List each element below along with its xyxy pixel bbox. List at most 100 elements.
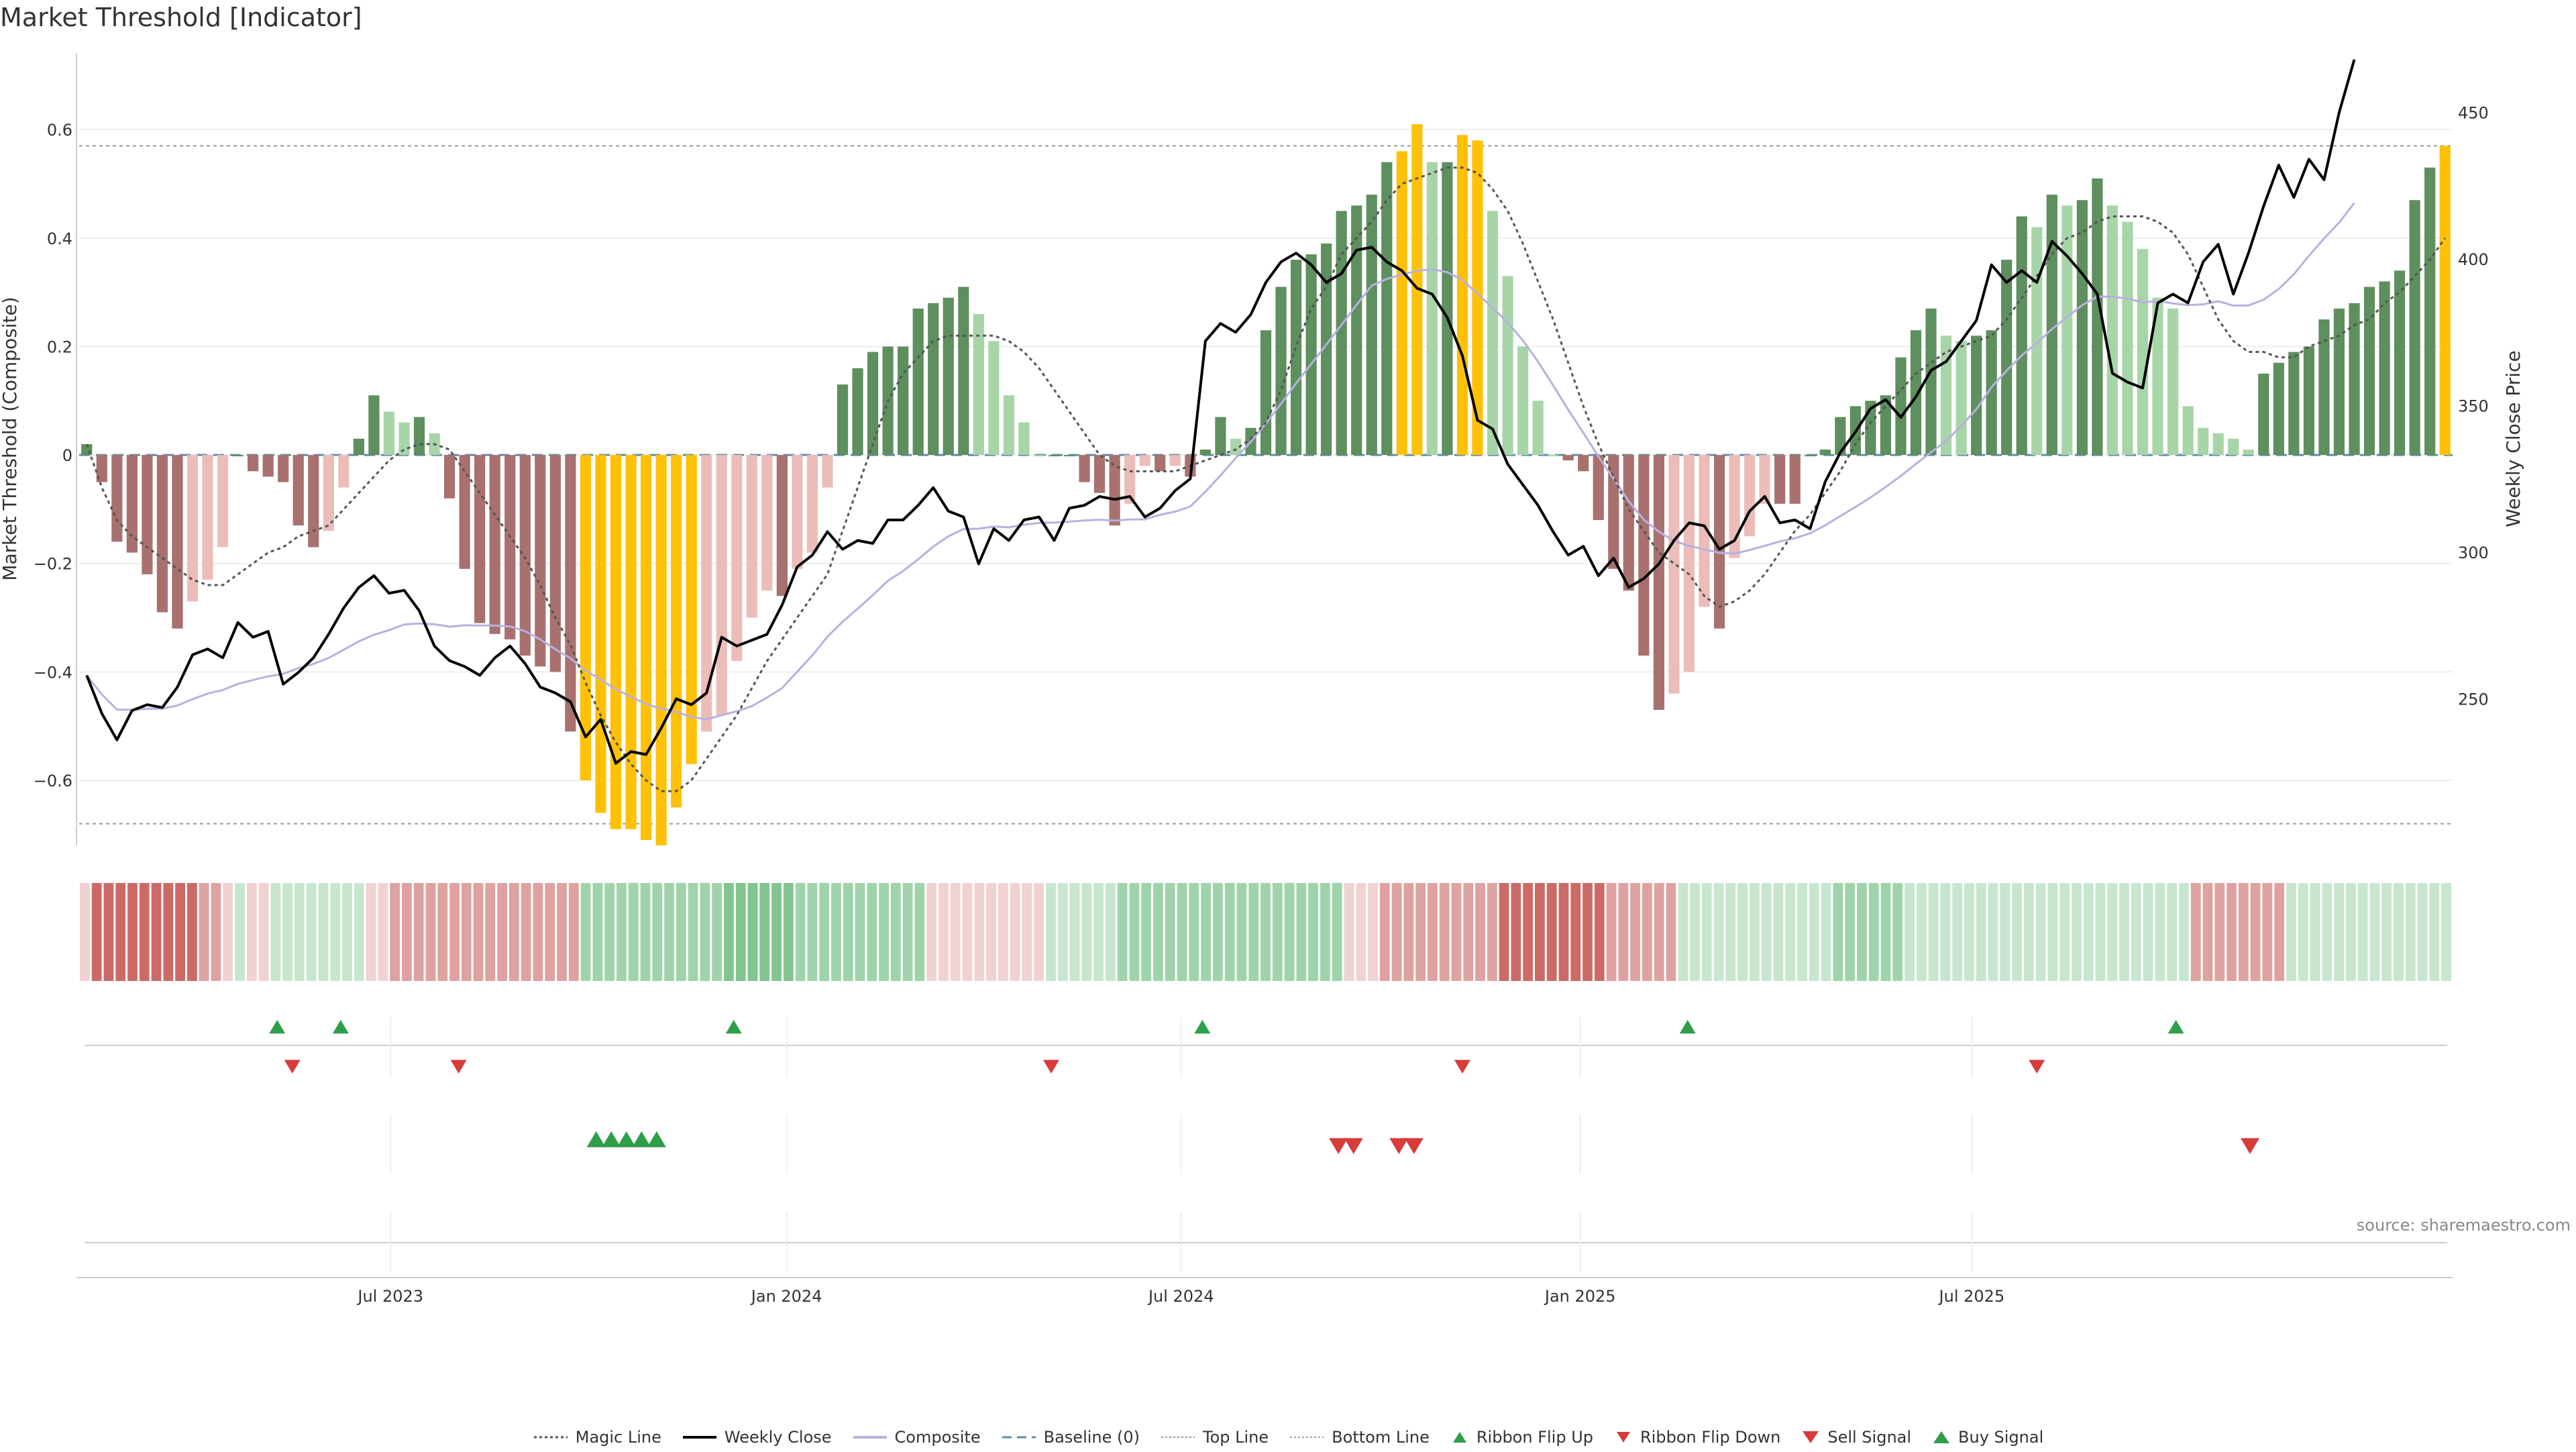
ribbon-cell — [1057, 883, 1068, 981]
composite-bar — [1638, 455, 1650, 656]
ribbon-cell — [926, 883, 937, 981]
composite-bar — [943, 297, 954, 456]
composite-bar — [156, 455, 168, 613]
composite-bar — [1079, 455, 1090, 482]
composite-bar — [1033, 455, 1045, 457]
legend-sell: Sell Signal — [1801, 1428, 1911, 1447]
ribbon-cell — [187, 883, 197, 981]
ribbon-cell — [1880, 883, 1891, 981]
composite-bar — [852, 368, 863, 456]
composite-bar — [2122, 221, 2133, 456]
legend-close-label: Weekly Close — [724, 1428, 832, 1447]
composite-bar — [519, 455, 531, 656]
ribbon-cell — [1546, 883, 1557, 981]
ribbon-cell — [1928, 883, 1939, 981]
ribbon-cell — [2059, 883, 2070, 981]
ribbon-cell — [545, 883, 555, 981]
composite-bar — [1442, 162, 1453, 456]
sell-signal-marker — [1404, 1138, 1424, 1154]
ribbon-cell — [843, 883, 853, 981]
composite-bar — [413, 417, 425, 456]
ribbon-cell — [2298, 883, 2308, 981]
ribbon-cell — [998, 883, 1008, 981]
ribbon-cell — [962, 883, 973, 981]
composite-bar — [1169, 455, 1181, 466]
ribbon-cell — [2310, 883, 2320, 981]
ribbon-strip — [80, 883, 2451, 981]
ribbon-cell — [2023, 883, 2034, 981]
ribbon-cell — [2179, 883, 2189, 981]
ribbon-cell — [2202, 883, 2213, 981]
composite-bar — [1366, 195, 1377, 456]
buy-signal-marker — [602, 1131, 621, 1147]
composite-bar — [368, 395, 380, 456]
ribbon-cell — [1964, 883, 1974, 981]
ribbon-cell — [378, 883, 388, 981]
composite-bar — [262, 455, 274, 477]
composite-bar — [1744, 455, 1756, 537]
ribbon-cell — [473, 883, 484, 981]
ribbon-cell — [1141, 883, 1152, 981]
composite-bar — [1426, 162, 1438, 456]
composite-bar — [776, 455, 788, 597]
composite-bar — [2273, 362, 2284, 456]
ribbon-cell — [1773, 883, 1784, 981]
ribbon-cell — [246, 883, 257, 981]
ribbon-flip-up-marker — [2167, 1020, 2184, 1034]
x-tick-label: Jan 2025 — [1544, 1287, 1616, 1306]
legend-buy: Buy Signal — [1931, 1428, 2043, 1447]
buy-signal-marker — [632, 1131, 651, 1147]
ribbon-cell — [91, 883, 102, 981]
composite-bar — [186, 455, 199, 602]
composite-line — [86, 202, 2355, 721]
ribbon-flip-down-marker — [1043, 1059, 1060, 1074]
ribbon-cell — [1272, 883, 1283, 981]
ribbon-cell — [103, 883, 114, 981]
ribbon-cell — [2274, 883, 2285, 981]
composite-bar — [1653, 455, 1665, 710]
composite-bar — [1940, 335, 1952, 456]
ribbon-cell — [879, 883, 889, 981]
composite-bar — [549, 455, 561, 672]
ribbon-cell — [449, 883, 460, 981]
ribbon-cell — [855, 883, 865, 981]
composite-bar — [1094, 455, 1106, 493]
baseline-swatch — [1002, 1436, 1036, 1439]
composite-bar — [565, 455, 576, 732]
composite-bar — [1517, 346, 1529, 456]
composite-bar — [610, 455, 622, 829]
composite-bar — [2001, 260, 2012, 456]
ribbon-cell — [1737, 883, 1748, 981]
legend-composite-label: Composite — [894, 1428, 981, 1447]
composite-bar — [1699, 455, 1710, 607]
x-axis: Jul 2023 Jan 2024 Jul 2024 Jan 2025 Jul 2025 — [356, 1287, 2004, 1306]
composite-bar — [1199, 450, 1211, 456]
ribbon-cell — [831, 883, 841, 981]
composite-bar — [398, 422, 410, 456]
composite-bar — [1713, 455, 1725, 629]
ribbon-cell — [2143, 883, 2153, 981]
ribbon-cell — [402, 883, 412, 981]
ribbon-cell — [1260, 883, 1271, 981]
legend-flip-down: Ribbon Flip Down — [1613, 1428, 1780, 1447]
x-tick-label: Jul 2023 — [356, 1287, 423, 1306]
top-line-swatch — [1161, 1437, 1195, 1438]
composite-bar — [2076, 200, 2088, 456]
y2-tick-label: 350 — [2458, 397, 2489, 415]
composite-bar — [142, 455, 153, 574]
composite-bar — [1910, 330, 1922, 456]
ribbon-flip-down-marker — [450, 1059, 467, 1074]
y2-tick-label: 450 — [2458, 103, 2489, 122]
x-tick-label: Jul 2025 — [1938, 1287, 2005, 1306]
composite-bar — [96, 455, 107, 482]
ribbon-cell — [1093, 883, 1104, 981]
ribbon-cell — [1618, 883, 1629, 981]
composite-bar — [1759, 455, 1770, 504]
y-tick-label: 0 — [62, 446, 72, 465]
ribbon-cell — [2441, 883, 2451, 981]
legend-top-line: Top Line — [1160, 1428, 1269, 1447]
composite-bar — [640, 455, 652, 840]
ribbon-cell — [2000, 883, 2010, 981]
magic-line — [85, 166, 2446, 792]
